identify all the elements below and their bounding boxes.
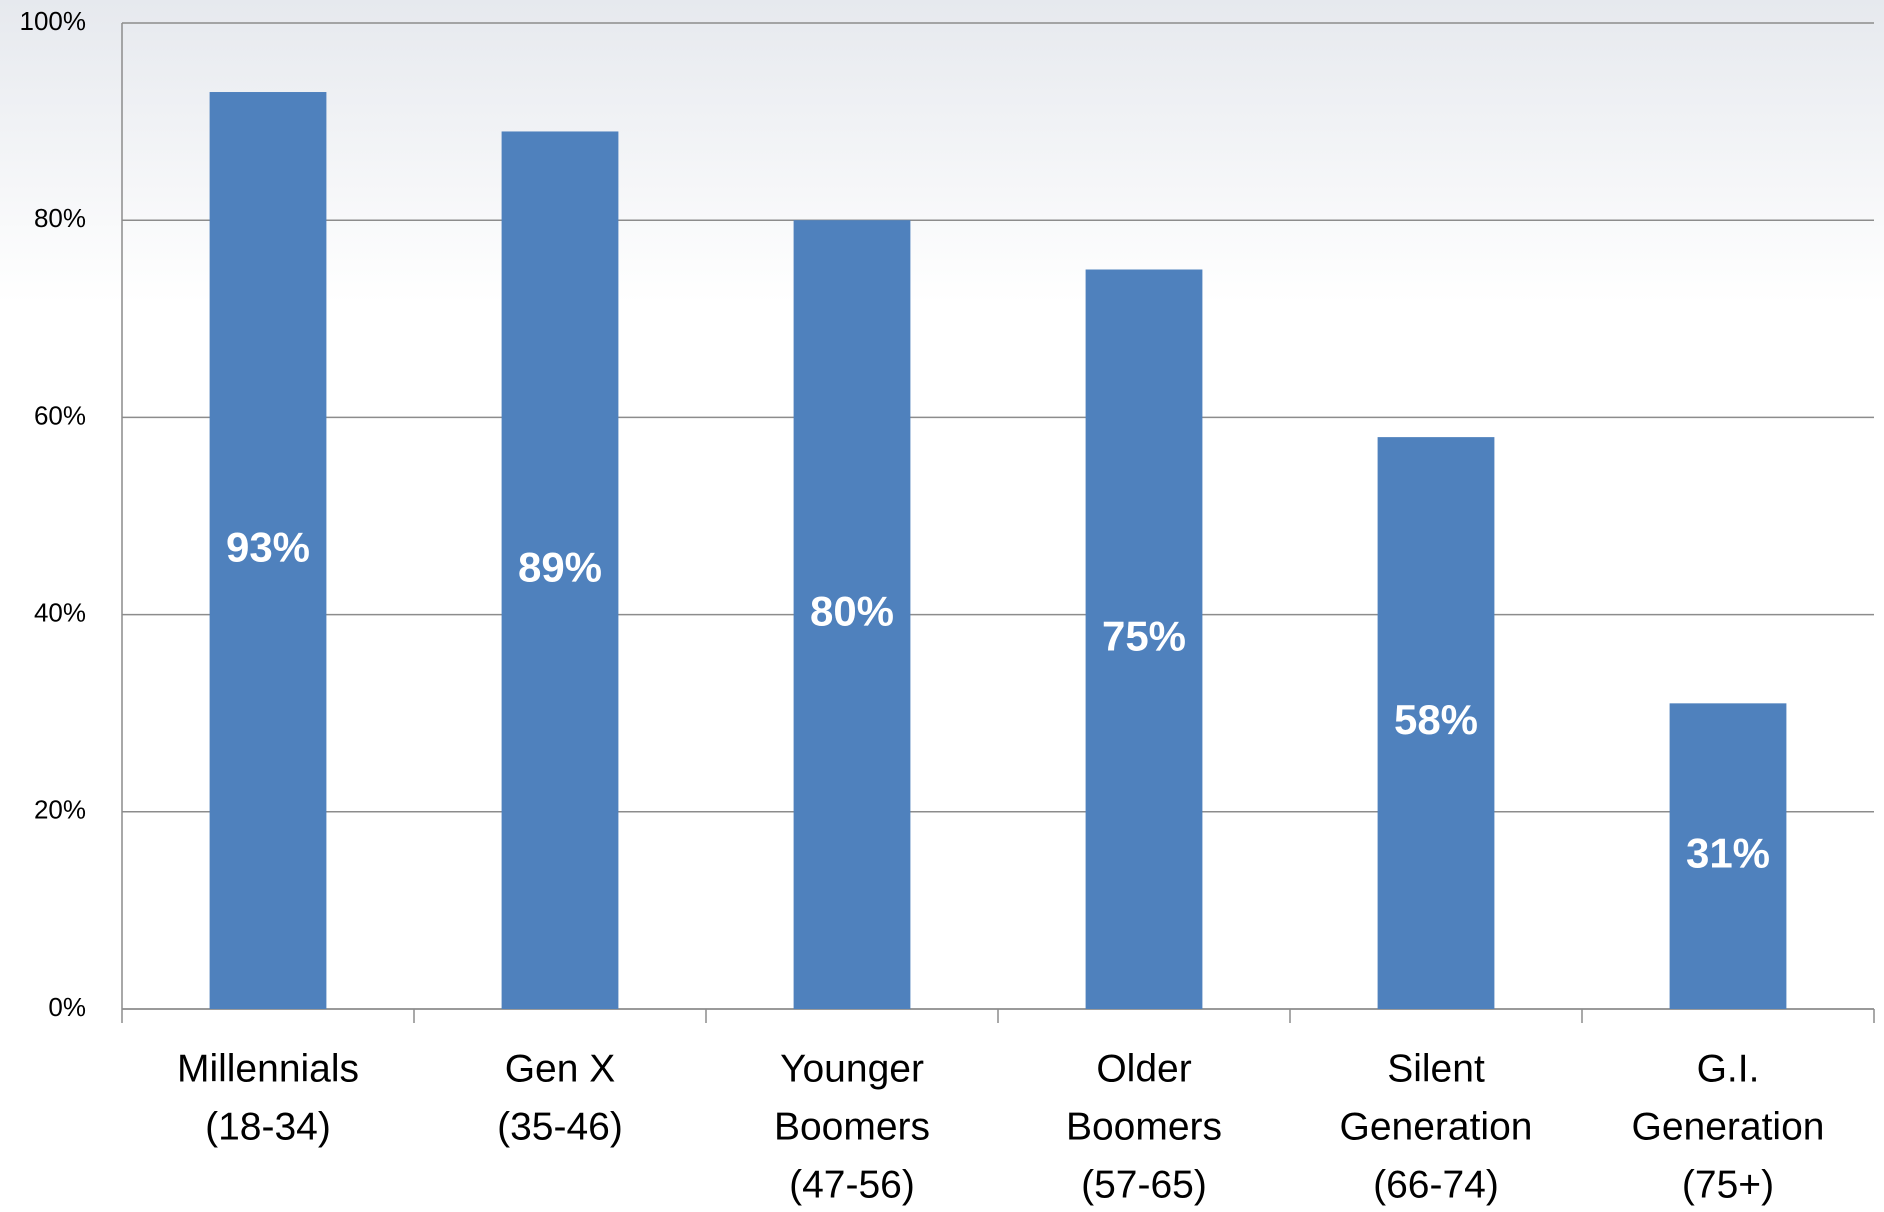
y-tick-label: 80% <box>34 203 86 233</box>
x-tick-label: (47-56) <box>789 1163 915 1206</box>
x-tick-label: Generation <box>1632 1105 1825 1148</box>
value-label: 75% <box>1102 612 1186 659</box>
bar <box>1669 703 1787 1009</box>
x-tick-label: (18-34) <box>205 1105 331 1148</box>
value-label: 93% <box>226 524 310 571</box>
x-tick-label: Gen X <box>505 1047 616 1090</box>
y-tick-label: 0% <box>48 992 86 1022</box>
value-label: 89% <box>518 543 602 590</box>
x-tick-label: Older <box>1096 1047 1191 1090</box>
bar <box>1085 269 1203 1009</box>
x-tick-label: (75+) <box>1682 1163 1774 1206</box>
x-tick-label: Younger <box>780 1047 924 1090</box>
y-tick-label: 40% <box>34 597 86 627</box>
x-tick-label: Boomers <box>774 1105 930 1148</box>
bar <box>501 131 619 1009</box>
y-tick-label: 100% <box>20 6 87 36</box>
x-tick-label: Boomers <box>1066 1105 1222 1148</box>
x-tick-label: Generation <box>1340 1105 1533 1148</box>
bar <box>209 92 327 1009</box>
bar <box>793 220 911 1009</box>
value-label: 31% <box>1686 829 1770 876</box>
x-tick-label: G.I. <box>1697 1047 1760 1090</box>
value-label: 80% <box>810 588 894 635</box>
x-tick-label: (66-74) <box>1373 1163 1499 1206</box>
x-tick-label: Millennials <box>177 1047 359 1090</box>
x-tick-label: (35-46) <box>497 1105 623 1148</box>
bar <box>1377 437 1495 1009</box>
y-tick-label: 60% <box>34 400 86 430</box>
y-tick-label: 20% <box>34 795 86 825</box>
x-tick-label: Silent <box>1387 1047 1485 1090</box>
value-label: 58% <box>1394 696 1478 743</box>
x-tick-label: (57-65) <box>1081 1163 1207 1206</box>
